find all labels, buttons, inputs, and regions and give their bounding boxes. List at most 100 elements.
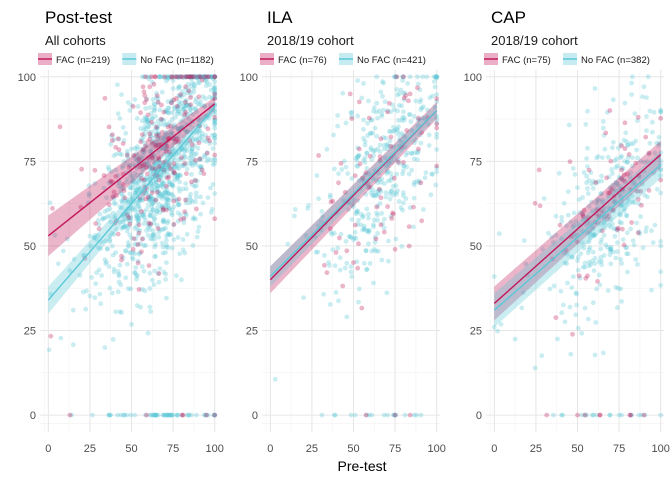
data-point-nofac xyxy=(551,412,556,418)
data-point-nofac xyxy=(77,273,83,278)
data-point-nofac xyxy=(188,74,194,80)
data-point-nofac xyxy=(169,212,175,218)
data-point-nofac xyxy=(192,152,198,157)
data-point-nofac xyxy=(199,164,204,170)
data-point-nofac xyxy=(120,219,126,225)
data-point-nofac xyxy=(199,134,205,140)
data-point-nofac xyxy=(155,130,161,136)
data-point-nofac xyxy=(102,215,108,221)
data-point-nofac xyxy=(422,175,428,181)
data-point-nofac xyxy=(144,74,150,80)
data-point-nofac xyxy=(418,412,424,418)
data-point-nofac xyxy=(615,145,621,151)
data-point-nofac xyxy=(154,95,159,100)
data-point-nofac xyxy=(587,235,593,240)
data-point-nofac xyxy=(147,121,153,126)
data-point-nofac xyxy=(354,210,360,215)
data-point-nofac xyxy=(346,234,352,239)
data-point-nofac xyxy=(611,199,617,205)
data-point-nofac xyxy=(93,281,99,287)
data-point-nofac xyxy=(623,245,629,251)
data-point-nofac xyxy=(355,164,361,169)
data-point-nofac xyxy=(204,150,210,156)
data-point-nofac xyxy=(169,412,175,418)
data-point-nofac xyxy=(391,74,397,80)
data-point-nofac xyxy=(140,153,146,158)
data-point-fac xyxy=(575,239,580,245)
data-point-nofac xyxy=(149,79,155,85)
data-point-nofac xyxy=(360,176,365,182)
data-point-nofac xyxy=(580,264,586,270)
data-point-nofac xyxy=(83,306,89,312)
data-point-fac xyxy=(378,136,384,142)
data-point-nofac xyxy=(159,205,164,210)
data-point-nofac xyxy=(177,102,183,108)
data-point-fac xyxy=(178,74,184,80)
data-point-nofac xyxy=(612,183,618,188)
data-point-nofac xyxy=(337,267,343,273)
data-point-nofac xyxy=(636,201,642,207)
data-point-nofac xyxy=(559,214,565,220)
data-point-nofac xyxy=(165,76,171,81)
data-point-nofac xyxy=(195,145,201,151)
data-point-nofac xyxy=(119,198,124,204)
data-point-nofac xyxy=(143,217,149,223)
data-point-fac xyxy=(316,153,321,158)
data-point-nofac xyxy=(155,134,161,140)
data-point-nofac xyxy=(343,120,349,126)
data-point-nofac xyxy=(386,128,392,134)
data-point-nofac xyxy=(431,79,437,84)
data-point-nofac xyxy=(364,166,370,171)
data-point-nofac xyxy=(154,132,160,137)
data-point-nofac xyxy=(590,178,596,184)
data-point-nofac xyxy=(384,142,390,147)
data-point-nofac xyxy=(197,136,203,142)
data-point-fac xyxy=(111,189,117,195)
data-point-nofac xyxy=(192,184,198,189)
data-point-nofac xyxy=(629,193,634,199)
data-point-nofac xyxy=(175,104,181,110)
data-point-nofac xyxy=(165,99,171,104)
y-tick-label: 50 xyxy=(246,241,258,253)
data-point-nofac xyxy=(130,256,136,262)
data-point-nofac xyxy=(203,133,208,138)
data-point-nofac xyxy=(172,106,178,112)
data-point-nofac xyxy=(547,286,553,292)
data-point-fac xyxy=(183,74,189,80)
data-point-nofac xyxy=(212,109,218,114)
data-point-fac xyxy=(140,147,146,153)
data-point-nofac xyxy=(411,224,416,230)
x-tick-label: 75 xyxy=(613,443,625,455)
data-point-nofac xyxy=(568,219,574,225)
data-point-nofac xyxy=(362,142,368,148)
data-point-nofac xyxy=(351,201,356,206)
data-point-nofac xyxy=(171,194,177,200)
data-point-nofac xyxy=(375,230,380,236)
data-point-nofac xyxy=(370,192,375,198)
data-point-nofac xyxy=(174,176,180,182)
data-point-fac xyxy=(178,217,184,222)
data-point-nofac xyxy=(169,191,174,197)
data-point-nofac xyxy=(125,240,131,245)
data-point-nofac xyxy=(378,89,384,95)
data-point-nofac xyxy=(161,193,167,199)
data-point-nofac xyxy=(406,171,412,177)
data-point-nofac xyxy=(165,190,171,196)
data-point-fac xyxy=(385,204,390,210)
data-point-nofac xyxy=(146,196,152,202)
data-point-nofac xyxy=(416,149,421,154)
data-point-fac xyxy=(174,103,180,109)
data-point-nofac xyxy=(189,163,195,168)
data-point-nofac xyxy=(205,74,211,80)
data-point-nofac xyxy=(156,74,162,80)
data-point-nofac xyxy=(632,111,638,117)
data-point-fac xyxy=(179,155,184,161)
data-point-nofac xyxy=(385,169,390,175)
data-point-nofac xyxy=(658,158,664,164)
data-point-nofac xyxy=(600,155,605,161)
data-point-nofac xyxy=(195,80,201,86)
data-point-nofac xyxy=(368,145,374,151)
data-point-nofac xyxy=(199,74,204,80)
data-point-fac xyxy=(176,196,182,202)
data-point-nofac xyxy=(95,233,101,239)
